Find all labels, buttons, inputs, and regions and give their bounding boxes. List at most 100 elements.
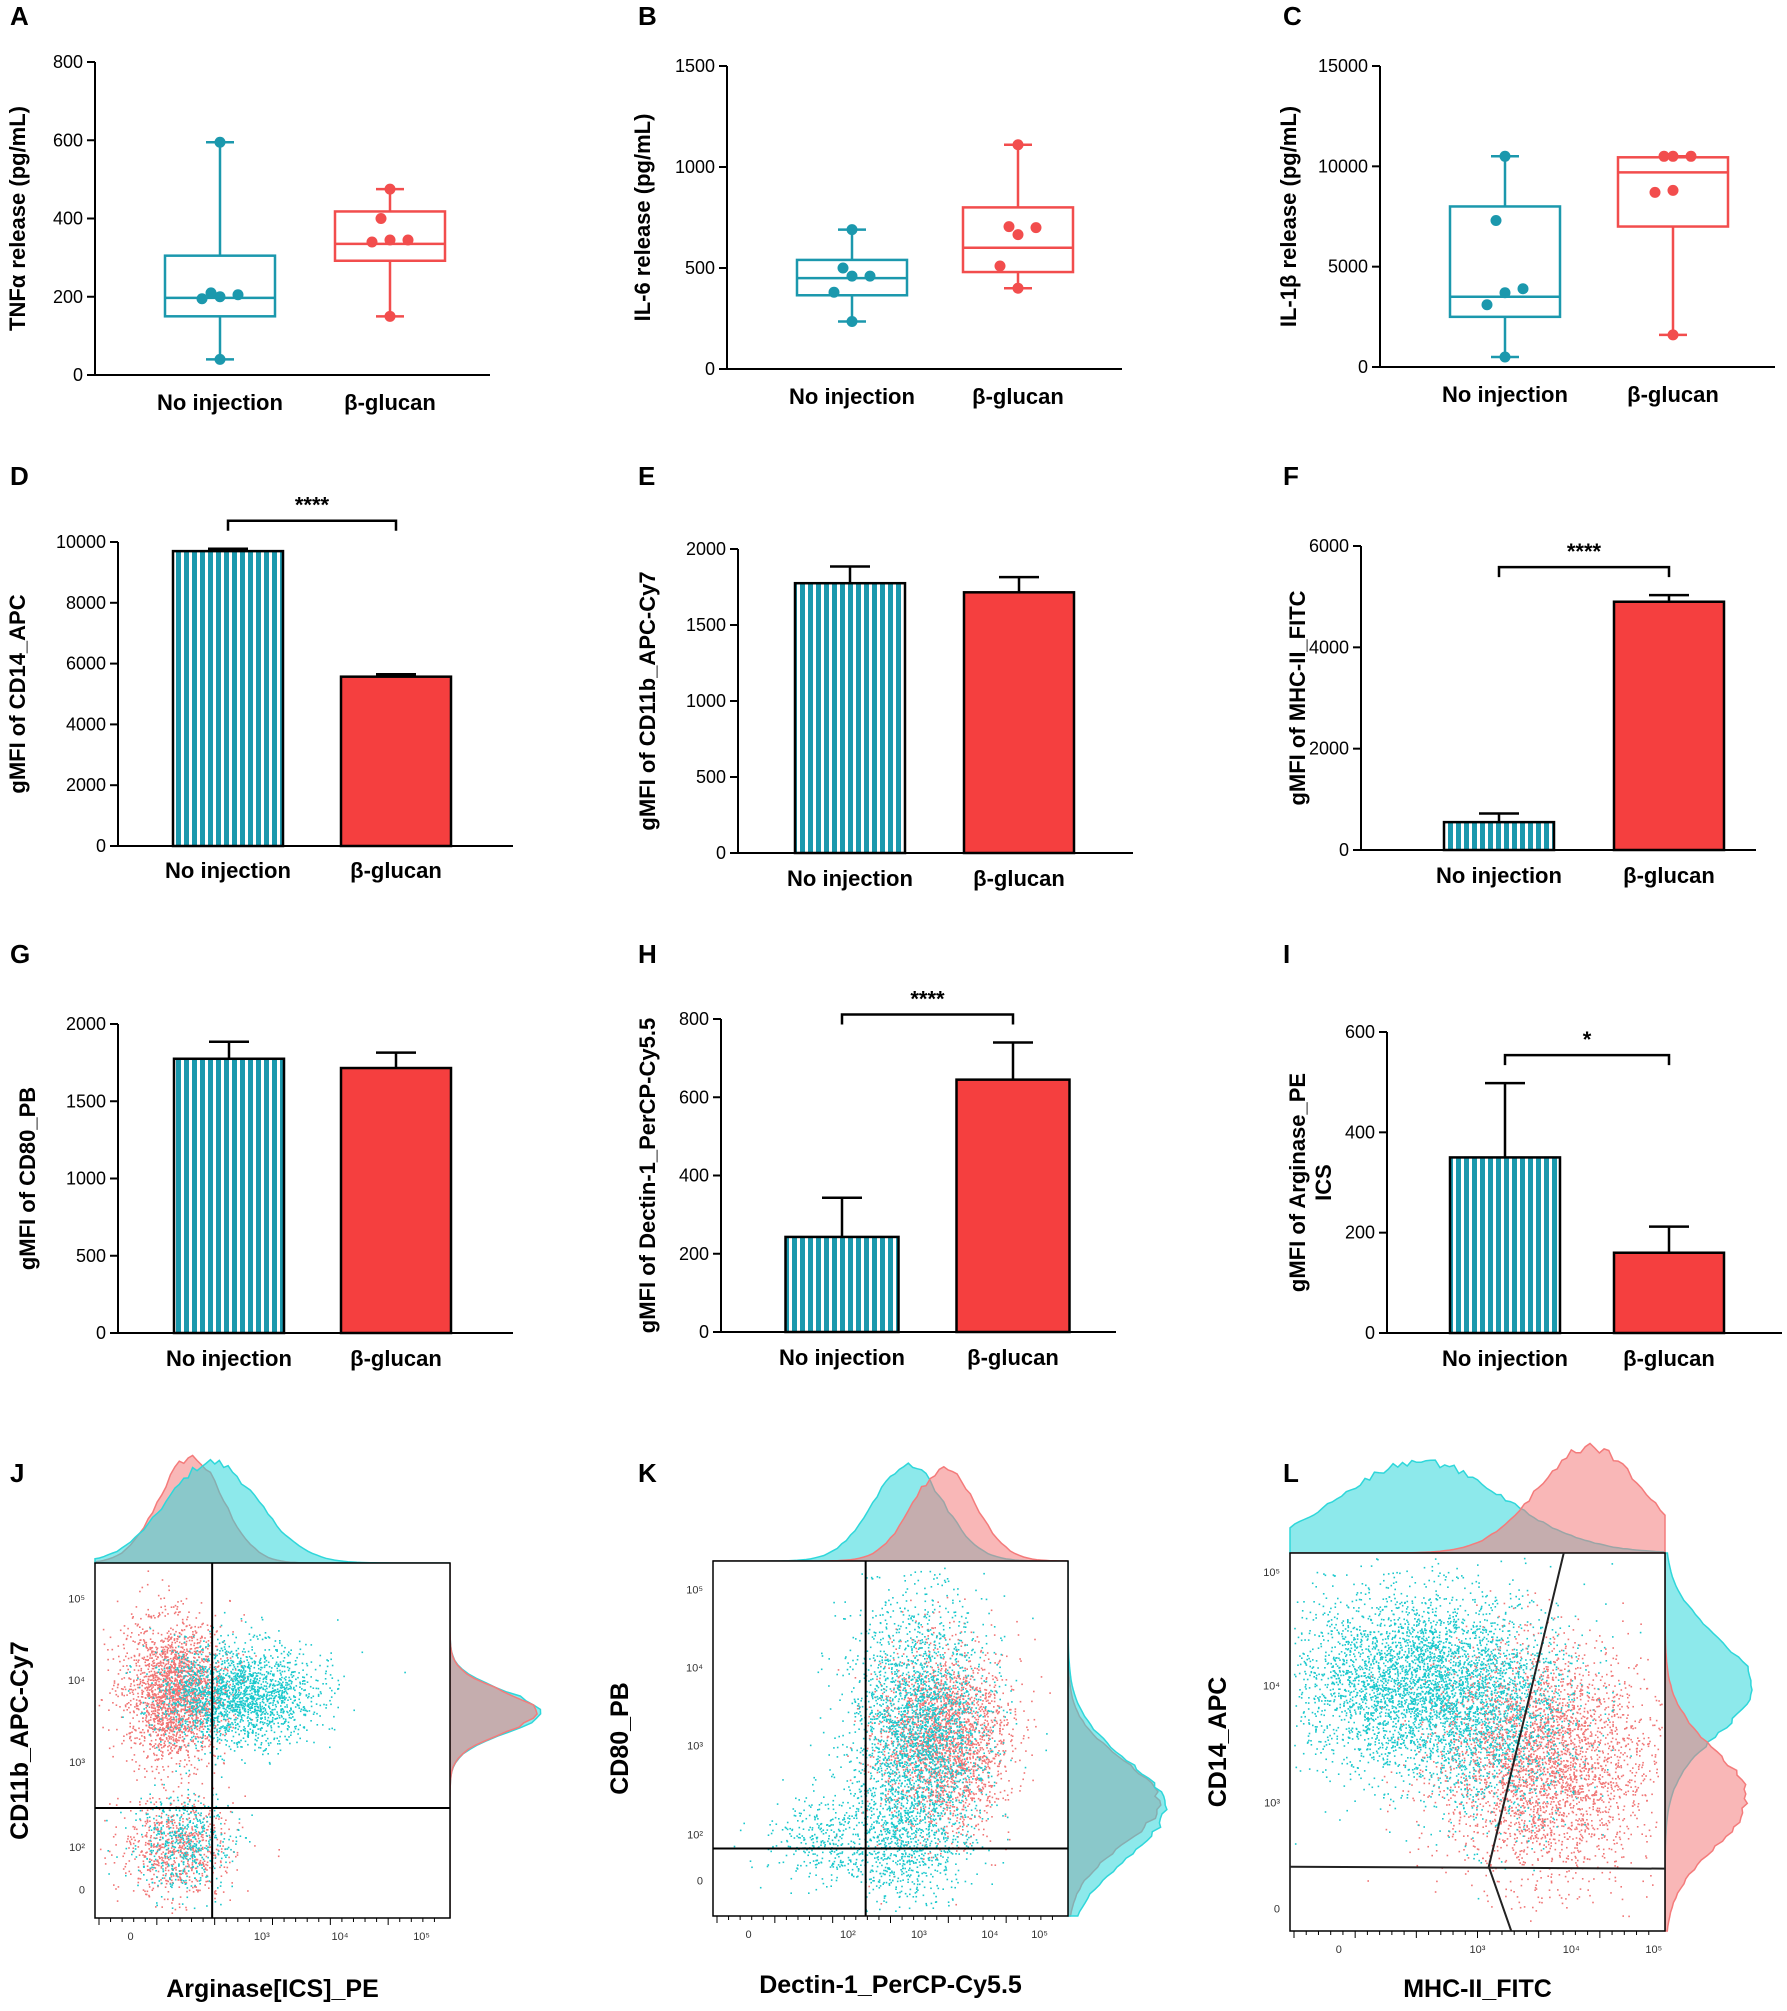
event-dot bbox=[189, 1713, 192, 1716]
event-dot bbox=[238, 1733, 240, 1736]
event-dot bbox=[151, 1660, 154, 1663]
event-dot bbox=[164, 1653, 166, 1656]
event-dot bbox=[149, 1615, 151, 1618]
event-dot bbox=[165, 1687, 167, 1690]
event-dot bbox=[216, 1630, 218, 1632]
event-dot bbox=[189, 1677, 192, 1680]
event-dot bbox=[172, 1728, 175, 1731]
event-dot bbox=[273, 1737, 276, 1740]
event-dot bbox=[151, 1679, 153, 1681]
event-dot bbox=[163, 1734, 166, 1736]
event-dot bbox=[186, 1702, 189, 1705]
event-dot bbox=[204, 1745, 206, 1748]
event-dot bbox=[206, 1861, 209, 1864]
event-dot bbox=[285, 1691, 288, 1694]
event-dot bbox=[179, 1695, 181, 1698]
event-dot bbox=[206, 1661, 209, 1663]
event-dot bbox=[270, 1697, 273, 1700]
event-dot bbox=[319, 1704, 322, 1707]
event-dot bbox=[283, 1657, 286, 1659]
event-dot bbox=[256, 1712, 258, 1714]
event-dot bbox=[180, 1718, 182, 1720]
event-dot bbox=[361, 1651, 364, 1654]
data-point bbox=[1499, 150, 1511, 162]
event-dot bbox=[148, 1719, 150, 1722]
event-dot bbox=[244, 1762, 246, 1764]
event-dot bbox=[218, 1738, 221, 1740]
event-dot bbox=[147, 1570, 150, 1572]
event-dot bbox=[215, 1710, 217, 1713]
event-dot bbox=[244, 1621, 247, 1623]
event-dot bbox=[179, 1681, 181, 1684]
event-dot bbox=[140, 1632, 142, 1634]
event-dot bbox=[333, 1728, 336, 1731]
event-dot bbox=[204, 1735, 206, 1737]
event-dot bbox=[274, 1640, 277, 1642]
event-dot bbox=[126, 1694, 128, 1696]
event-dot bbox=[201, 1875, 204, 1877]
event-dot bbox=[254, 1708, 257, 1710]
event-dot bbox=[233, 1710, 236, 1713]
event-dot bbox=[183, 1649, 186, 1651]
data-point bbox=[1649, 186, 1661, 198]
event-dot bbox=[192, 1680, 194, 1682]
event-dot bbox=[188, 1686, 190, 1688]
event-dot bbox=[257, 1692, 259, 1694]
event-dot bbox=[229, 1692, 231, 1694]
event-dot bbox=[166, 1717, 168, 1719]
event-dot bbox=[240, 1665, 243, 1667]
event-dot bbox=[184, 1662, 186, 1665]
event-dot bbox=[225, 1687, 227, 1690]
event-dot bbox=[218, 1672, 221, 1675]
event-dot bbox=[185, 1625, 188, 1628]
event-dot bbox=[158, 1720, 160, 1723]
event-dot bbox=[132, 1616, 134, 1618]
event-dot bbox=[239, 1679, 242, 1681]
event-dot bbox=[144, 1697, 147, 1699]
significance-label: **** bbox=[1567, 539, 1602, 564]
event-dot bbox=[303, 1726, 306, 1728]
event-dot bbox=[162, 1727, 164, 1729]
event-dot bbox=[109, 1636, 112, 1639]
event-dot bbox=[276, 1737, 278, 1740]
event-dot bbox=[162, 1661, 164, 1664]
event-dot bbox=[224, 1692, 227, 1694]
event-dot bbox=[202, 1649, 204, 1651]
event-dot bbox=[157, 1714, 159, 1717]
event-dot bbox=[200, 1718, 202, 1720]
event-dot bbox=[193, 1664, 196, 1666]
event-dot bbox=[182, 1653, 185, 1656]
event-dot bbox=[225, 1652, 228, 1655]
event-dot bbox=[195, 1811, 197, 1813]
event-dot bbox=[183, 1693, 185, 1695]
event-dot bbox=[234, 1702, 237, 1705]
event-dot bbox=[226, 1660, 228, 1662]
event-dot bbox=[173, 1721, 175, 1724]
event-dot bbox=[168, 1679, 171, 1681]
event-dot bbox=[166, 1710, 169, 1712]
event-dot bbox=[263, 1661, 266, 1663]
event-dot bbox=[162, 1680, 164, 1682]
event-dot bbox=[170, 1664, 173, 1667]
event-dot bbox=[325, 1683, 328, 1685]
y-tick-label: 500 bbox=[76, 1246, 106, 1266]
event-dot bbox=[184, 1729, 187, 1732]
event-dot bbox=[221, 1758, 224, 1761]
y-tick-label: 1000 bbox=[66, 1169, 106, 1189]
event-dot bbox=[302, 1669, 304, 1671]
event-dot bbox=[188, 1678, 190, 1681]
event-dot bbox=[158, 1612, 160, 1614]
event-dot bbox=[187, 1690, 189, 1693]
event-dot bbox=[237, 1728, 239, 1731]
event-dot bbox=[174, 1690, 177, 1692]
event-dot bbox=[200, 1693, 203, 1695]
event-dot bbox=[137, 1676, 139, 1679]
event-dot bbox=[202, 1703, 205, 1706]
event-dot bbox=[254, 1661, 257, 1663]
event-dot bbox=[283, 1722, 286, 1724]
event-dot bbox=[139, 1673, 142, 1675]
event-dot bbox=[229, 1657, 232, 1659]
event-dot bbox=[224, 1689, 227, 1692]
event-dot bbox=[253, 1652, 256, 1655]
event-dot bbox=[218, 1682, 220, 1684]
